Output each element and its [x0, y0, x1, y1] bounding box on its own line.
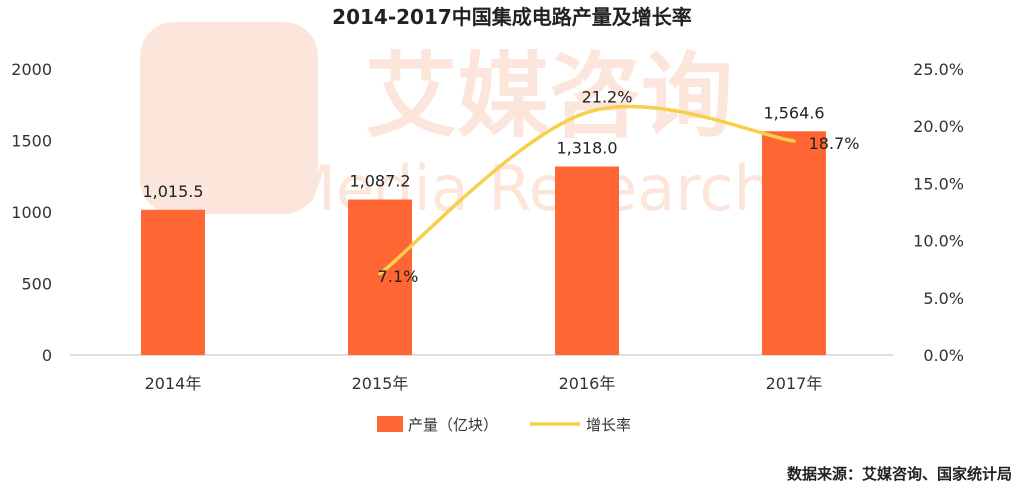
watermark-logo: 艾媒咨询 iiMedia Research — [140, 22, 773, 225]
right-tick-label: 10.0% — [913, 232, 964, 251]
bar-data-label: 1,087.2 — [349, 172, 410, 191]
left-tick-label: 0 — [42, 346, 52, 365]
watermark-logo-badge — [140, 22, 318, 214]
watermark-english: iiMedia Research — [248, 152, 773, 225]
line-data-label: 18.7% — [809, 134, 860, 153]
source-note: 数据来源：艾媒咨询、国家统计局 — [787, 465, 1012, 483]
right-tick-label: 25.0% — [913, 60, 964, 79]
bar — [348, 199, 412, 355]
line-data-label: 21.2% — [582, 87, 633, 106]
legend-bar-swatch — [377, 416, 403, 432]
legend: 产量（亿块） 增长率 — [377, 416, 631, 434]
x-axis-ticks: 2014年 2015年 2016年 2017年 — [145, 374, 823, 393]
left-tick-label: 500 — [21, 275, 52, 294]
bar-data-label: 1,564.6 — [763, 103, 824, 122]
legend-line-label: 增长率 — [586, 416, 631, 434]
right-tick-label: 5.0% — [923, 289, 964, 308]
bar-series — [141, 131, 826, 355]
legend-bar-label: 产量（亿块） — [408, 416, 498, 434]
right-tick-label: 0.0% — [923, 346, 964, 365]
bar-data-label: 1,015.5 — [142, 182, 203, 201]
bar — [762, 131, 826, 355]
right-axis-ticks: 0.0% 5.0% 10.0% 15.0% 20.0% 25.0% — [913, 60, 964, 365]
x-tick-label: 2015年 — [352, 374, 409, 393]
chart-title: 2014-2017中国集成电路产量及增长率 — [332, 5, 692, 29]
left-tick-label: 2000 — [11, 60, 52, 79]
x-tick-label: 2017年 — [766, 374, 823, 393]
watermark-chinese: 艾媒咨询 — [365, 43, 733, 150]
bar — [141, 209, 205, 355]
bar-data-label: 1,318.0 — [556, 139, 617, 158]
x-tick-label: 2016年 — [559, 374, 616, 393]
bar — [555, 166, 619, 355]
left-axis-ticks: 0 500 1000 1500 2000 — [11, 60, 52, 365]
line-data-labels: 7.1% 21.2% 18.7% — [378, 87, 860, 285]
growth-line — [378, 104, 796, 276]
left-tick-label: 1000 — [11, 203, 52, 222]
right-tick-label: 15.0% — [913, 174, 964, 193]
left-tick-label: 1500 — [11, 132, 52, 151]
bar-data-labels: 1,015.5 1,087.2 1,318.0 1,564.6 — [142, 103, 824, 201]
x-tick-label: 2014年 — [145, 374, 202, 393]
line-series — [378, 104, 796, 276]
line-data-label: 7.1% — [378, 267, 419, 286]
right-tick-label: 20.0% — [913, 117, 964, 136]
